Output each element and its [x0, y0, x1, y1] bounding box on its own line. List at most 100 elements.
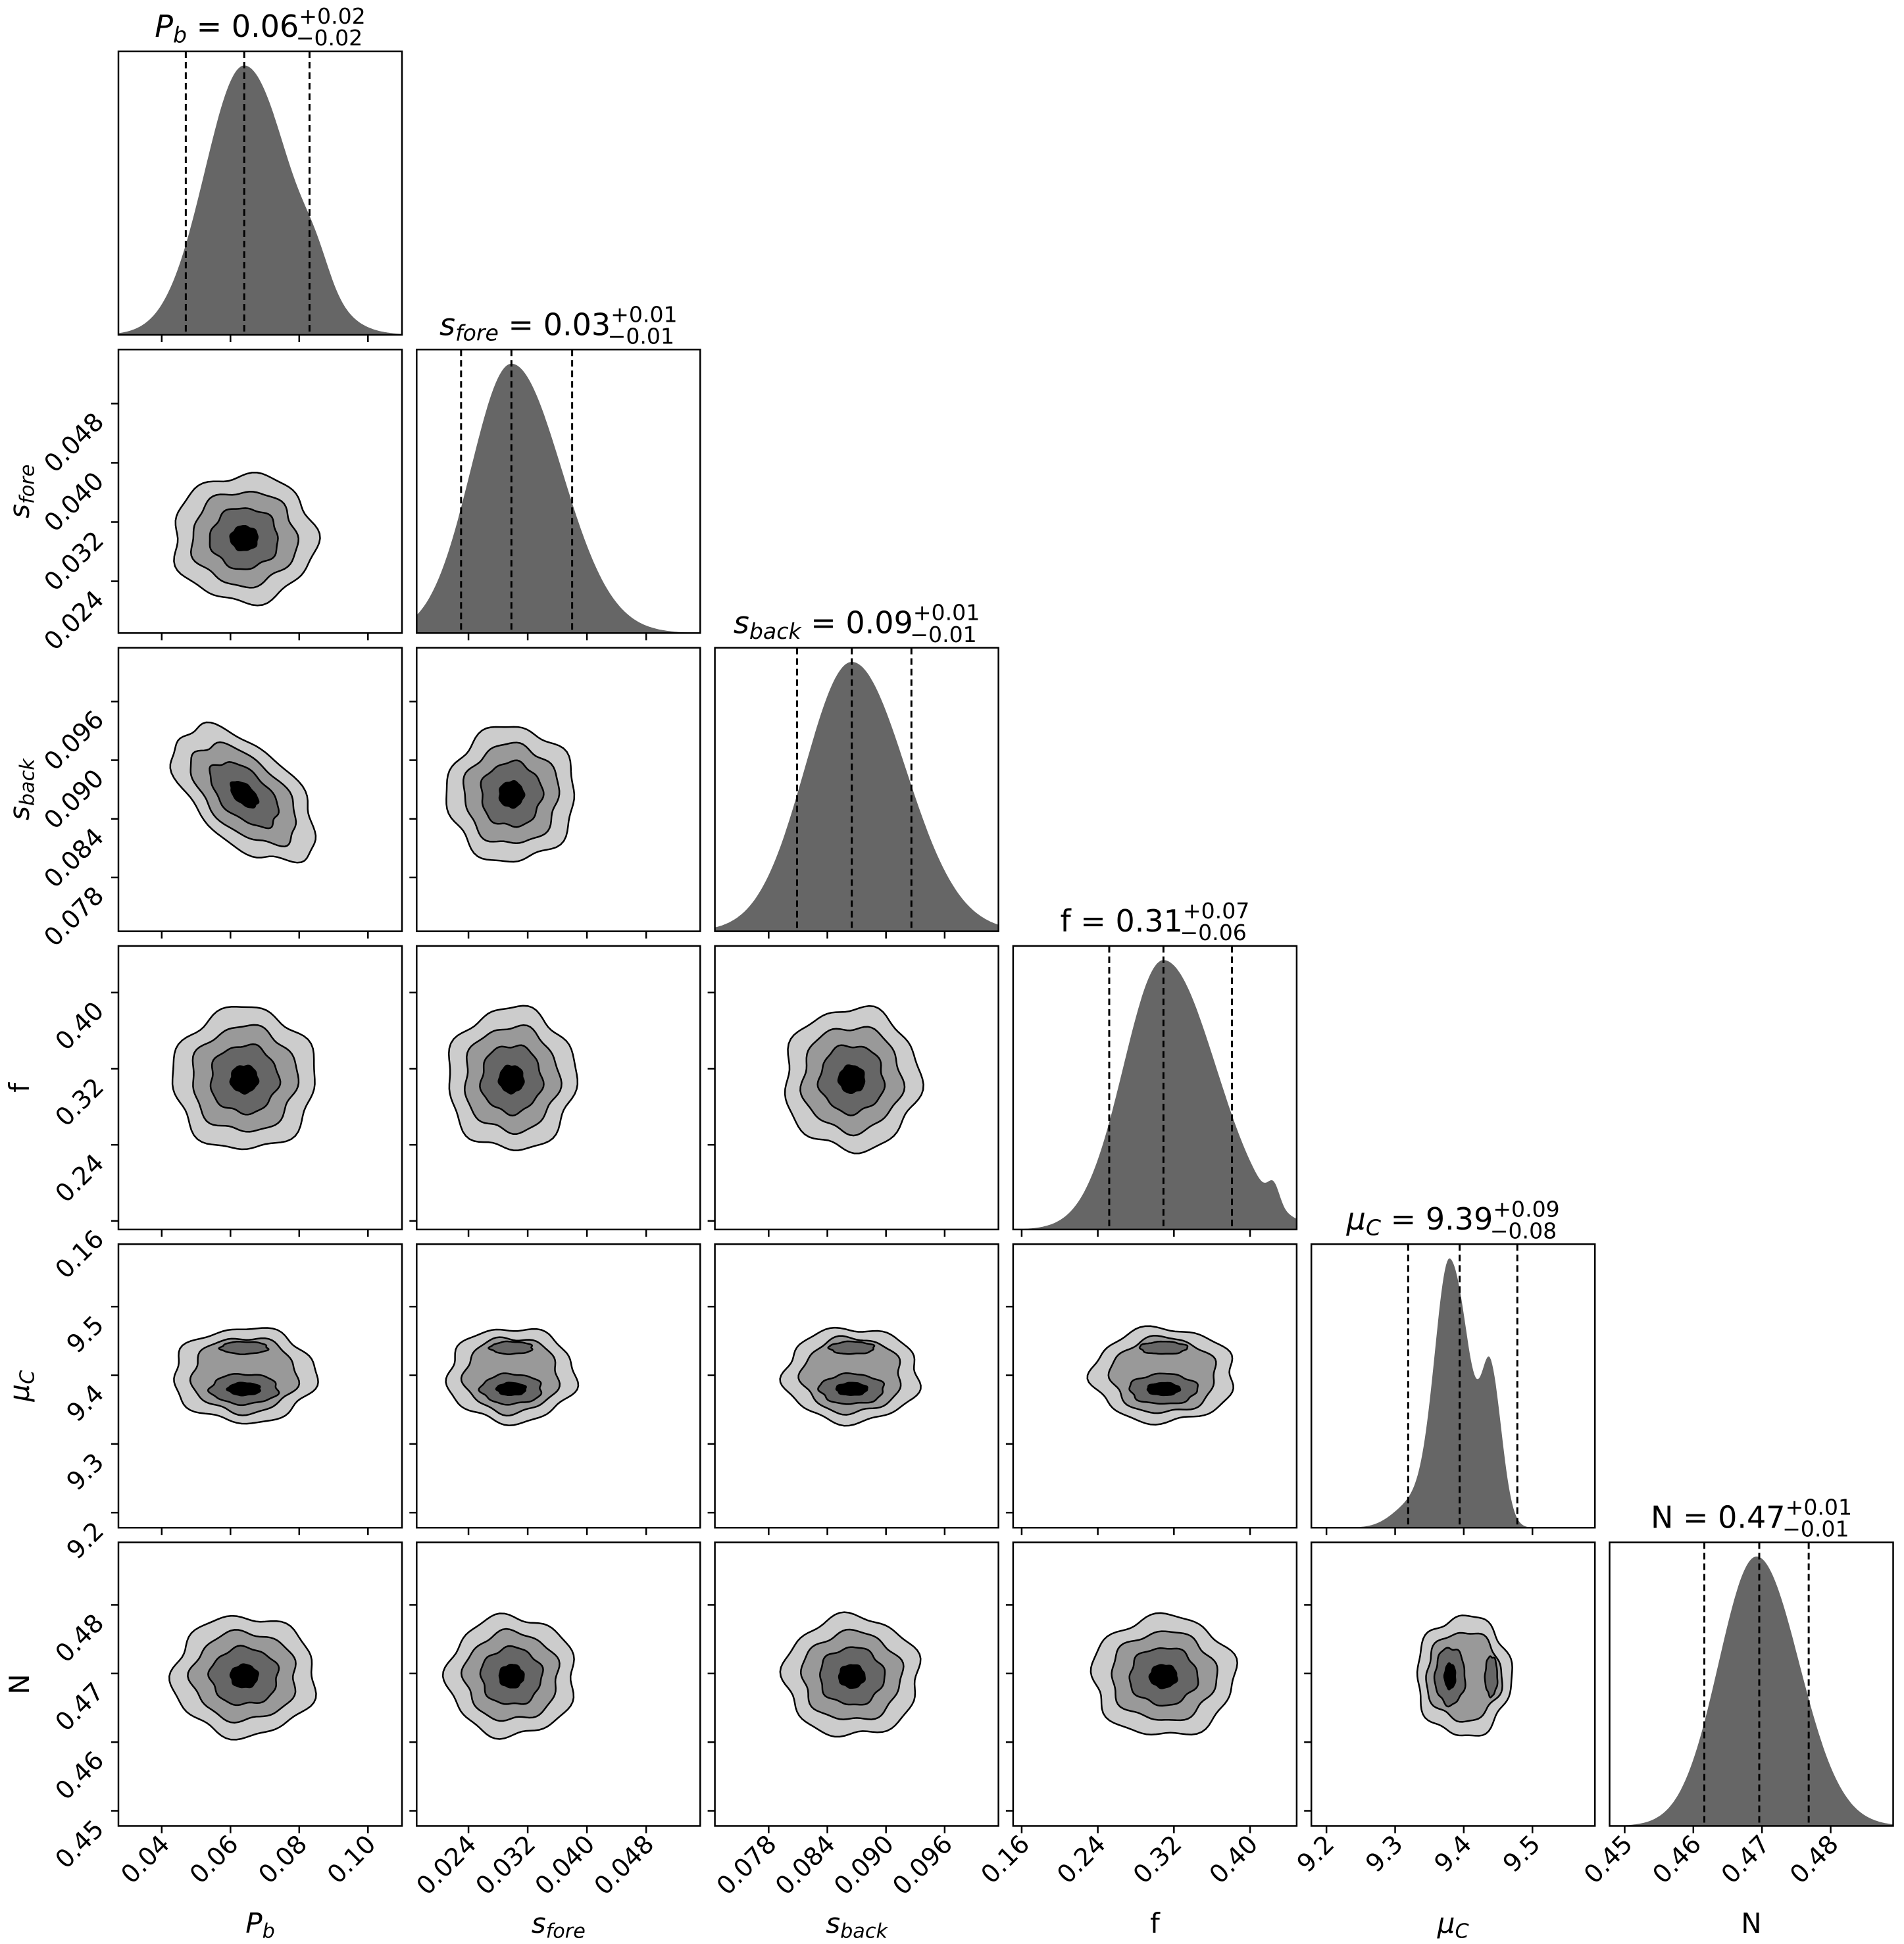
- title-s_back: sback = 0.09+0.01 −0.01: [734, 600, 980, 647]
- contour-panel-s_fore-vs-f: [409, 945, 701, 1237]
- contour-panel-s_fore-vs-mu_C: [409, 1243, 701, 1535]
- title-plus-error: +0.01: [611, 301, 677, 327]
- x-axis-label-N-symbol: N: [1741, 1907, 1761, 1939]
- title-plus-error: +0.01: [913, 600, 980, 626]
- panel-frame: [714, 945, 999, 1231]
- x-tick-label: 9.4: [1428, 1830, 1477, 1878]
- y-axis-label-s_fore-symbol: s: [3, 504, 36, 518]
- panel-frame: [1012, 1541, 1298, 1827]
- x-tick-label: 0.10: [322, 1830, 382, 1889]
- title-minus-error: −0.01: [1782, 1516, 1849, 1542]
- y-tick-label: 0.46: [49, 1745, 109, 1805]
- contour-level-4: [230, 781, 260, 809]
- title-symbol: s: [439, 307, 455, 342]
- panel-frame: [1012, 1243, 1298, 1529]
- contour-level-4: [837, 1064, 866, 1095]
- x-axis-label-mu_C-symbol: μ: [1437, 1907, 1455, 1939]
- y-tick-label: 0.32: [49, 1072, 109, 1132]
- contour-panel-P_b-vs-N: [111, 1541, 403, 1833]
- contour-panel-s_fore-vs-N: [409, 1541, 701, 1833]
- y-tick-label: 0.16: [49, 1224, 109, 1284]
- panel-frame: [117, 50, 403, 336]
- histogram-fill: [1013, 960, 1297, 1230]
- contour-level-4: [226, 1382, 261, 1397]
- title-P_b: Pb = 0.06+0.02 −0.02: [155, 3, 365, 51]
- title-minus-error: −0.02: [296, 25, 363, 51]
- y-tick-label: 0.040: [38, 466, 109, 537]
- title-value: 0.31: [1115, 903, 1182, 939]
- x-tick-label: 9.3: [1360, 1830, 1409, 1878]
- y-tick-label: 9.2: [61, 1516, 110, 1564]
- x-tick-label: 0.40: [1203, 1830, 1263, 1889]
- title-plus-error: +0.02: [299, 3, 365, 29]
- y-tick-label: 0.096: [38, 705, 109, 776]
- x-axis-label-f-symbol: f: [1150, 1907, 1161, 1939]
- title-equals: =: [801, 605, 846, 641]
- contour-level-4: [497, 1064, 525, 1095]
- title-N: N = 0.47+0.01 −0.01: [1651, 1495, 1852, 1542]
- y-tick-label: 0.084: [38, 822, 109, 893]
- panel-frame: [714, 1541, 999, 1827]
- panel-frame: [117, 647, 403, 932]
- contour-level-4: [498, 780, 526, 809]
- x-tick-label: 0.45: [1578, 1830, 1638, 1889]
- x-tick-label: 0.47: [1716, 1830, 1776, 1889]
- panel-frame: [117, 1541, 403, 1827]
- y-axis-label-f-symbol: f: [3, 1082, 36, 1093]
- x-axis-label-s_back: sback: [826, 1907, 888, 1943]
- y-tick-label: 0.24: [49, 1148, 109, 1208]
- contour-panel-s_fore-vs-s_back: [409, 647, 701, 939]
- title-value: 0.06: [232, 9, 299, 44]
- contour-level-4: [835, 1382, 868, 1396]
- x-axis-label-f: f: [1150, 1907, 1161, 1939]
- x-tick-label: 0.032: [470, 1830, 541, 1901]
- title-symbol: P: [155, 9, 173, 44]
- y-tick-label: 0.032: [38, 526, 109, 597]
- title-equals: =: [1673, 1500, 1718, 1535]
- histogram-fill: [1609, 1557, 1893, 1826]
- title-symbol: f: [1060, 903, 1072, 939]
- panel-frame: [416, 1541, 701, 1827]
- panel-frame: [416, 349, 701, 634]
- y-axis-label-mu_C: μC: [3, 1370, 39, 1403]
- y-axis-label-f: f: [3, 1082, 36, 1093]
- title-plus-error: +0.07: [1183, 898, 1249, 924]
- title-minus-error: −0.01: [910, 622, 976, 647]
- panel-frame: [117, 945, 403, 1231]
- y-axis-label-s_back-subscript: back: [16, 758, 39, 806]
- histogram-fill: [118, 65, 402, 335]
- x-tick-label: 0.024: [411, 1830, 482, 1901]
- contour-level-4: [1148, 1664, 1178, 1689]
- title-symbol: μ: [1346, 1201, 1366, 1237]
- contour-panel-mu_C-vs-N: [1304, 1541, 1596, 1833]
- y-tick-label: 0.40: [49, 996, 109, 1056]
- x-tick-label: 0.08: [253, 1830, 313, 1889]
- contour-level-4: [229, 1663, 259, 1689]
- y-tick-label: 9.3: [61, 1447, 110, 1496]
- panel-frame: [1012, 945, 1298, 1231]
- contour-panel-s_back-vs-mu_C: [707, 1243, 999, 1535]
- x-tick-label: 0.078: [711, 1830, 782, 1901]
- x-axis-label-s_fore: sfore: [532, 1907, 586, 1943]
- title-value: 0.03: [543, 307, 611, 342]
- title-s_fore: sfore = 0.03+0.01 −0.01: [439, 301, 678, 349]
- histogram-fill: [714, 662, 999, 932]
- x-tick-label: 0.090: [828, 1830, 899, 1901]
- x-axis-label-s_fore-symbol: s: [532, 1907, 546, 1939]
- y-tick-label: 0.078: [38, 881, 109, 952]
- panel-frame: [117, 349, 403, 634]
- panel-frame: [416, 647, 701, 932]
- histogram-fill: [416, 363, 701, 634]
- contour-level-3: [1484, 1655, 1499, 1699]
- title-subscript: fore: [455, 320, 499, 346]
- x-axis-label-s_fore-subscript: fore: [546, 1920, 586, 1943]
- x-tick-label: 0.24: [1051, 1830, 1111, 1889]
- contour-panel-P_b-vs-mu_C: [111, 1243, 403, 1535]
- contour-panel-f-vs-mu_C: [1005, 1243, 1298, 1535]
- x-axis-label-P_b-subscript: b: [263, 1920, 275, 1943]
- x-tick-label: 0.040: [529, 1830, 600, 1901]
- title-symbol: N: [1651, 1500, 1673, 1535]
- panel-frame: [714, 647, 999, 932]
- x-axis-label-s_back-symbol: s: [826, 1907, 840, 1939]
- contour-level-4: [1443, 1662, 1457, 1691]
